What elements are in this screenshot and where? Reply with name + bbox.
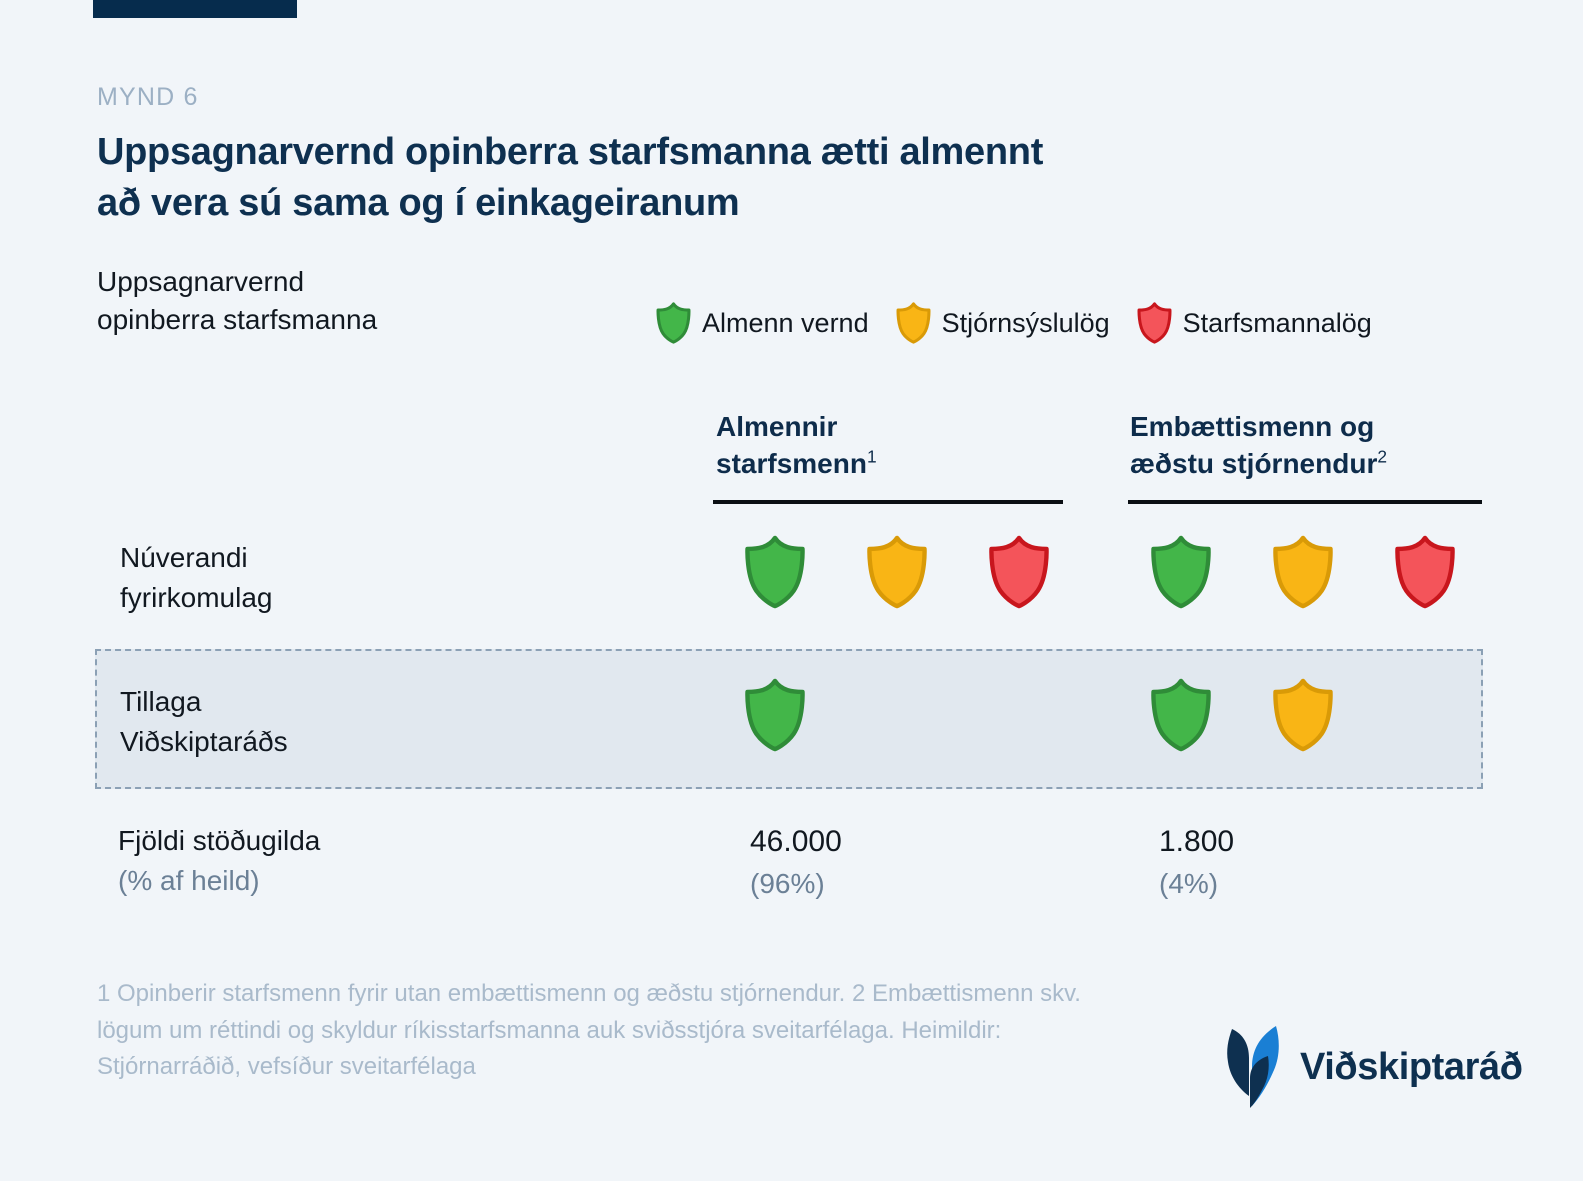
legend-label: Almenn vernd [702,307,869,338]
title-line-2: að vera sú sama og í einkageiranum [97,181,740,224]
shield-icon [655,302,692,344]
shield-icon [1270,534,1336,610]
shield-group-row0-col0 [742,534,1052,610]
column-header-almennir-starfsmenn: Almennir starfsmenn1 [716,408,877,482]
shield-group-row0-col1 [1148,534,1458,610]
column-rule-1 [713,500,1063,504]
row-label-tillaga-vidskiptarads: Tillaga Viðskiptaráðs [120,682,288,762]
title-line-1: Uppsagnarvernd opinberra starfsmanna ætt… [97,131,1044,173]
row-label-line-2: Viðskiptaráðs [120,725,288,757]
shield-group-row1-col1 [1148,677,1336,753]
shield-icon [742,534,808,610]
logo-wordmark: Viðskiptaráð [1300,1046,1523,1088]
column-rule-2 [1128,500,1482,504]
column-header-line-1: Embættismenn og [1130,411,1375,442]
subtitle-line-2: opinberra starfsmanna [97,304,378,336]
count-value-sub: (4%) [1159,867,1219,899]
legend-label: Stjórnsýslulög [941,307,1110,338]
legend: Almenn vernd Stjórnsýslulög Starfsmannal… [655,302,1372,344]
page-title: Uppsagnarvernd opinberra starfsmanna ætt… [97,127,1297,228]
shield-icon [1148,534,1214,610]
column-header-embaettismenn: Embættismenn og æðstu stjórnendur2 [1130,408,1387,482]
count-value-sub: (96%) [750,867,825,899]
shield-icon [742,677,808,753]
column-header-line-1: Almennir [716,411,838,442]
shield-icon [1392,534,1458,610]
vidskiptarad-logo: Viðskiptaráð [1216,1022,1523,1113]
legend-label: Starfsmannalög [1182,307,1372,338]
shield-icon [1136,302,1173,344]
row-label-line-2: fyrirkomulag [120,581,273,613]
column-header-line-2: starfsmenn1 [716,445,877,482]
shield-icon [864,534,930,610]
column-header-line-2: æðstu stjórnendur2 [1130,445,1387,482]
figure-kicker: MYND 6 [97,83,199,111]
row-label-nuverandi-fyrirkomulag: Núverandi fyrirkomulag [120,538,272,618]
leaf-logo-icon [1216,1022,1286,1113]
count-label-main: Fjöldi stöðugilda [118,825,321,856]
column-header-text: starfsmenn [716,448,867,480]
column-header-text: æðstu stjórnendur [1130,448,1378,480]
shield-group-row1-col0 [742,677,808,753]
shield-icon [1270,677,1336,753]
footnote-marker: 1 [866,446,877,467]
legend-item-almenn-vernd: Almenn vernd [655,302,869,344]
count-row-label: Fjöldi stöðugilda (% af heild) [118,821,320,901]
shield-icon [986,534,1052,610]
top-accent-bar [93,0,297,18]
count-value-main: 1.800 [1159,825,1235,858]
footnote-text: 1 Opinberir starfsmenn fyrir utan embætt… [97,980,1081,1081]
subtitle-line-1: Uppsagnarvernd [97,266,305,297]
count-value-col-0: 46.000 (96%) [750,821,842,903]
count-label-sub: (% af heild) [118,864,260,896]
count-value-col-1: 1.800 (4%) [1159,821,1234,903]
shield-icon [1148,677,1214,753]
row-label-line-1: Tillaga [120,686,202,717]
footnote-marker: 2 [1377,446,1387,467]
shield-icon [895,302,932,344]
row-label-line-1: Núverandi [120,542,248,573]
subtitle: Uppsagnarvernd opinberra starfsmanna [97,263,377,340]
legend-item-starfsmannalog: Starfsmannalög [1136,302,1372,344]
count-value-main: 46.000 [750,825,842,858]
legend-item-stjornsysululog: Stjórnsýslulög [895,302,1110,344]
